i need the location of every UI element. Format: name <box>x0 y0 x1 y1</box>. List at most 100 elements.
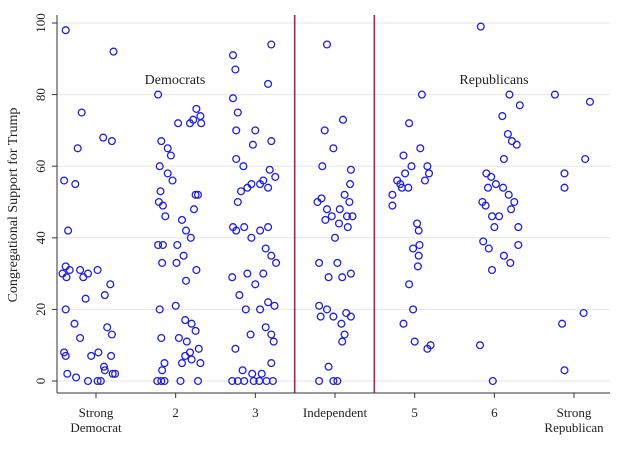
data-point-2-30 <box>228 273 237 282</box>
data-point-1-51 <box>193 376 203 386</box>
data-point-2-35 <box>264 298 273 307</box>
data-point-3-31 <box>346 312 355 321</box>
data-point-2-29 <box>272 258 281 267</box>
data-point-6-1 <box>585 97 595 106</box>
data-point-1-41 <box>160 359 169 368</box>
data-point-2-19 <box>264 183 273 192</box>
data-point-3-35 <box>315 376 324 386</box>
data-point-6-5 <box>558 319 567 328</box>
data-point-3-1 <box>338 115 348 124</box>
x-tick-label-2-0: 3 <box>252 405 259 420</box>
data-point-3-37 <box>333 376 342 386</box>
data-point-0-24 <box>107 330 116 339</box>
y-tick-label-100: 100 <box>33 13 48 33</box>
data-point-1-38 <box>191 326 200 335</box>
data-point-5-22 <box>514 240 523 250</box>
data-point-3-24 <box>346 269 355 278</box>
data-point-2-54 <box>268 376 277 386</box>
data-point-5-20 <box>495 212 504 221</box>
data-point-0-18 <box>61 305 70 314</box>
data-point-2-8 <box>248 140 257 149</box>
data-point-0-31 <box>111 369 120 378</box>
data-point-2-15 <box>243 183 252 192</box>
data-point-3-8 <box>317 194 326 203</box>
data-point-2-0 <box>228 51 238 60</box>
data-point-2-50 <box>240 376 249 386</box>
data-point-4-16 <box>423 162 432 171</box>
data-point-3-15 <box>340 190 349 199</box>
data-point-3-20 <box>315 258 324 267</box>
data-point-0-33 <box>63 369 72 378</box>
data-point-3-22 <box>333 258 342 267</box>
data-point-4-17 <box>424 169 434 178</box>
data-point-4-6 <box>405 119 414 128</box>
data-point-0-1 <box>77 108 86 117</box>
data-point-1-27 <box>158 258 167 267</box>
data-point-0-0 <box>61 26 70 35</box>
data-point-1-20 <box>177 215 187 224</box>
data-point-0-4 <box>60 176 69 185</box>
data-point-0-28 <box>94 348 103 357</box>
x-tick-label-3-0: Independent <box>303 405 368 420</box>
data-point-1-49 <box>160 376 169 386</box>
data-point-2-33 <box>251 280 260 289</box>
data-point-6-2 <box>560 169 569 178</box>
data-point-3-34 <box>324 362 333 371</box>
data-point-5-2 <box>515 101 524 110</box>
data-point-5-3 <box>498 112 507 121</box>
data-point-3-6 <box>346 180 355 189</box>
data-point-5-29 <box>488 376 497 386</box>
data-point-1-18 <box>191 190 200 199</box>
data-point-0-37 <box>96 376 105 386</box>
data-point-2-38 <box>246 330 255 339</box>
y-axis-label: Congregational Support for Trump <box>6 108 21 303</box>
data-point-3-3 <box>329 144 338 153</box>
group-dividers <box>293 15 376 393</box>
data-point-1-21 <box>181 226 191 235</box>
data-point-0-19 <box>81 294 90 303</box>
data-point-3-5 <box>346 165 355 174</box>
x-tick-label-0-1: Democrat <box>70 420 122 435</box>
data-point-4-10 <box>417 90 426 99</box>
data-point-2-2 <box>267 40 276 49</box>
data-point-3-12 <box>335 205 344 214</box>
data-point-1-7 <box>157 137 166 146</box>
data-point-1-6 <box>197 119 206 128</box>
data-point-4-8 <box>407 162 416 171</box>
data-point-1-12 <box>168 176 177 185</box>
data-point-3-29 <box>337 319 346 328</box>
data-point-0-5 <box>64 226 73 235</box>
data-point-1-45 <box>187 355 196 364</box>
data-point-3-23 <box>338 273 347 282</box>
data-point-1-31 <box>155 305 164 314</box>
data-point-0-30 <box>107 351 116 360</box>
data-point-1-13 <box>156 187 165 196</box>
data-point-4-20 <box>409 305 418 314</box>
data-point-1-44 <box>181 351 190 360</box>
y-tick-label-60: 60 <box>33 160 48 173</box>
data-point-5-13 <box>504 190 513 199</box>
data-point-2-42 <box>269 337 278 346</box>
data-point-1-33 <box>181 316 190 325</box>
data-point-1-42 <box>158 366 167 375</box>
data-point-1-1 <box>192 104 201 113</box>
data-point-0-20 <box>100 291 109 300</box>
data-point-2-17 <box>233 197 242 207</box>
data-point-1-48 <box>157 376 166 386</box>
data-point-0-16 <box>106 280 115 289</box>
data-point-0-17 <box>93 265 102 275</box>
data-point-3-10 <box>327 212 336 221</box>
data-point-2-1 <box>231 65 240 74</box>
data-point-2-47 <box>267 359 276 368</box>
data-point-1-29 <box>181 276 191 285</box>
y-tick-label-40: 40 <box>33 231 48 244</box>
data-point-3-25 <box>315 301 324 310</box>
data-point-2-44 <box>238 366 247 375</box>
data-point-1-35 <box>157 333 166 343</box>
data-point-1-22 <box>186 233 195 242</box>
data-point-1-17 <box>189 205 199 214</box>
data-point-0-32 <box>108 369 117 378</box>
data-point-4-22 <box>410 337 419 346</box>
